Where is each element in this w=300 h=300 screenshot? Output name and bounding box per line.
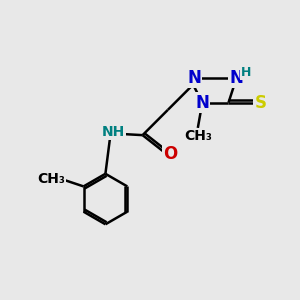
Text: N: N [195, 94, 209, 112]
Text: S: S [254, 94, 266, 112]
Text: NH: NH [102, 125, 125, 139]
Text: O: O [163, 146, 177, 164]
Text: H: H [241, 66, 251, 79]
Text: CH₃: CH₃ [184, 129, 212, 143]
Text: N: N [187, 69, 201, 87]
Text: CH₃: CH₃ [37, 172, 65, 186]
Text: N: N [230, 69, 244, 87]
